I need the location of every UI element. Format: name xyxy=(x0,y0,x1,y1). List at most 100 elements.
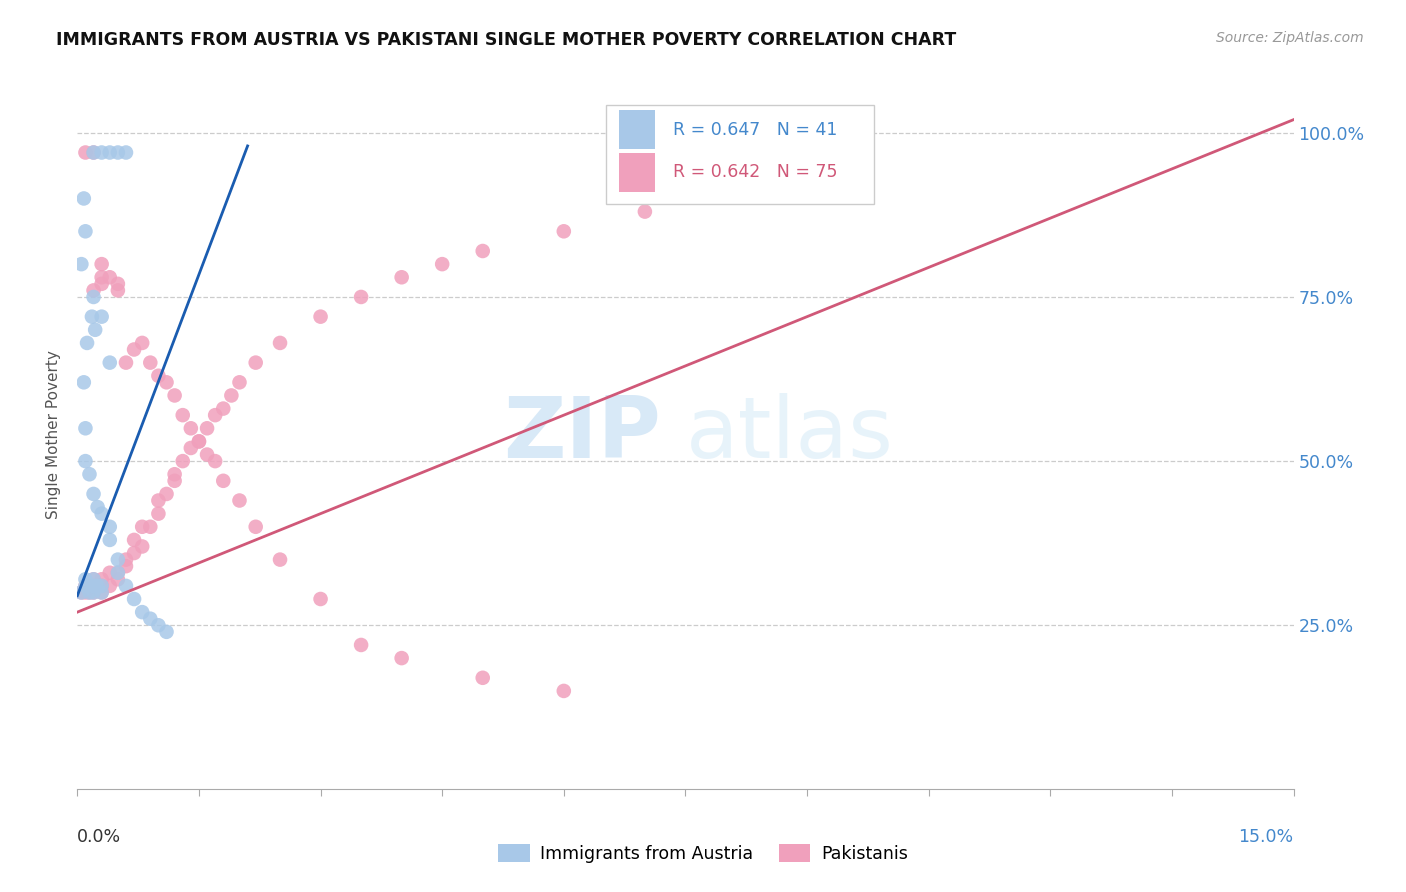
Point xyxy=(90,579,112,593)
Point xyxy=(131,520,153,534)
Point xyxy=(148,493,170,508)
Point xyxy=(269,552,291,566)
Point xyxy=(79,585,101,599)
Point xyxy=(115,559,138,574)
Point xyxy=(139,356,162,370)
Point xyxy=(83,145,105,160)
Point xyxy=(148,618,170,632)
Point xyxy=(70,257,93,271)
Point xyxy=(122,533,145,547)
Point xyxy=(83,572,105,586)
Point xyxy=(188,434,211,449)
Point xyxy=(195,421,218,435)
Point xyxy=(73,376,96,390)
Point xyxy=(204,408,226,422)
Point xyxy=(83,585,105,599)
Point xyxy=(83,579,105,593)
Point xyxy=(75,145,97,160)
Point xyxy=(139,612,162,626)
Point xyxy=(98,579,121,593)
Point xyxy=(83,572,105,586)
Point xyxy=(471,671,494,685)
Point xyxy=(75,224,97,238)
Point xyxy=(131,335,153,350)
Point xyxy=(115,579,138,593)
FancyBboxPatch shape xyxy=(619,153,655,192)
Text: R = 0.647   N = 41: R = 0.647 N = 41 xyxy=(673,121,838,139)
Text: 0.0%: 0.0% xyxy=(77,829,121,847)
Point xyxy=(76,335,98,350)
Point xyxy=(98,566,121,580)
Point xyxy=(107,566,129,580)
Point xyxy=(553,684,575,698)
Text: 15.0%: 15.0% xyxy=(1239,829,1294,847)
Point xyxy=(212,474,235,488)
Point xyxy=(98,145,121,160)
Point xyxy=(84,323,107,337)
Point xyxy=(83,487,105,501)
Point xyxy=(107,552,129,566)
Point xyxy=(115,552,138,566)
FancyBboxPatch shape xyxy=(606,105,875,204)
Point xyxy=(122,546,145,560)
Point xyxy=(107,277,129,291)
Point xyxy=(180,421,202,435)
Point xyxy=(98,270,121,285)
Point xyxy=(90,270,112,285)
Text: Source: ZipAtlas.com: Source: ZipAtlas.com xyxy=(1216,31,1364,45)
Point xyxy=(245,520,267,534)
Point xyxy=(90,507,112,521)
Point xyxy=(155,487,177,501)
Point xyxy=(228,493,250,508)
Point xyxy=(148,507,170,521)
Point xyxy=(837,126,859,140)
Point xyxy=(98,356,121,370)
Point xyxy=(90,585,112,599)
Point xyxy=(75,421,97,435)
Text: IMMIGRANTS FROM AUSTRIA VS PAKISTANI SINGLE MOTHER POVERTY CORRELATION CHART: IMMIGRANTS FROM AUSTRIA VS PAKISTANI SIN… xyxy=(56,31,956,49)
Point xyxy=(90,579,112,593)
Point xyxy=(269,335,291,350)
Text: atlas: atlas xyxy=(686,393,893,476)
Point xyxy=(90,572,112,586)
Point xyxy=(163,474,186,488)
Point xyxy=(115,145,138,160)
Point xyxy=(83,284,105,298)
Point xyxy=(80,310,103,324)
Point xyxy=(228,376,250,390)
Point xyxy=(634,204,657,219)
Point xyxy=(86,579,108,593)
Y-axis label: Single Mother Poverty: Single Mother Poverty xyxy=(46,351,62,519)
Point xyxy=(70,585,93,599)
Point xyxy=(107,284,129,298)
Point xyxy=(75,572,97,586)
Point xyxy=(204,454,226,468)
Point xyxy=(86,500,108,514)
Point xyxy=(432,257,454,271)
Point xyxy=(75,585,97,599)
Point xyxy=(391,651,413,665)
Point xyxy=(79,467,101,482)
Point xyxy=(148,368,170,383)
Point xyxy=(98,520,121,534)
Point xyxy=(122,592,145,607)
Point xyxy=(107,572,129,586)
Legend: Immigrants from Austria, Pakistanis: Immigrants from Austria, Pakistanis xyxy=(491,838,915,870)
Point xyxy=(131,605,153,619)
Point xyxy=(70,585,93,599)
Text: ZIP: ZIP xyxy=(503,393,661,476)
Point xyxy=(73,192,96,206)
Point xyxy=(212,401,235,416)
Point xyxy=(221,388,243,402)
Point xyxy=(471,244,494,258)
Point xyxy=(90,585,112,599)
Point xyxy=(180,441,202,455)
Point xyxy=(90,145,112,160)
Point xyxy=(139,520,162,534)
Point xyxy=(90,257,112,271)
FancyBboxPatch shape xyxy=(619,111,655,150)
Point xyxy=(163,467,186,482)
Point xyxy=(155,624,177,639)
Point xyxy=(553,224,575,238)
Point xyxy=(90,277,112,291)
